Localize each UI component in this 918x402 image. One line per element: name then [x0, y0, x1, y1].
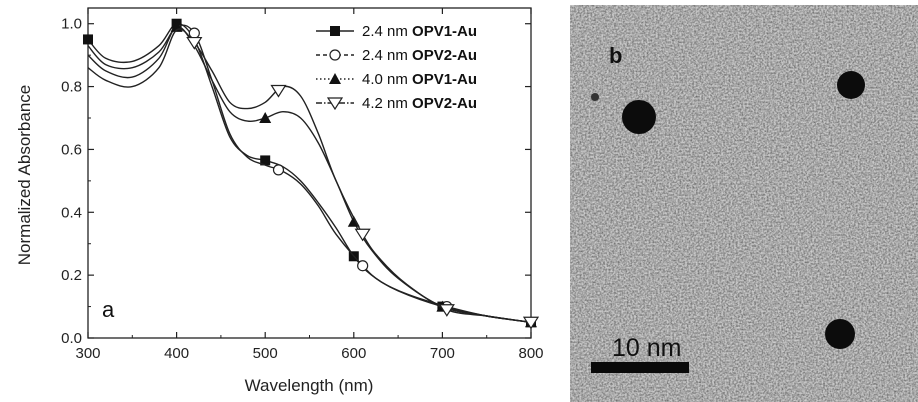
data-point: [186, 36, 203, 50]
y-tick-label: 0.0: [61, 330, 82, 347]
x-tick-label: 600: [341, 345, 366, 362]
chart-ticks: 300 400 500 600 700 800 0.0 0.2 0.4 0.6 0.8 1.0: [61, 8, 544, 362]
legend-label-sample: OPV2-Au: [412, 47, 477, 64]
legend-entry: 2.4 nm OPV1-Au: [316, 23, 477, 40]
data-point: [357, 260, 369, 272]
data-point: [272, 164, 285, 176]
panel-label-b: b: [609, 43, 622, 68]
y-axis-label: Normalized Absorbance: [15, 85, 34, 265]
legend-label-sample: OPV1-Au: [412, 71, 477, 88]
data-point: [188, 27, 200, 39]
legend-marker: [329, 49, 341, 61]
y-tick-label: 0.4: [61, 204, 82, 221]
y-tick-label: 0.8: [61, 79, 82, 96]
legend-label-size: 2.4 nm: [362, 23, 412, 40]
x-tick-label: 700: [430, 345, 455, 362]
nanoparticle: [622, 100, 656, 134]
data-point: [354, 228, 371, 242]
tem-image-panel: b 10 nm: [570, 5, 918, 402]
legend-entry: 2.4 nm OPV2-Au: [316, 47, 477, 64]
data-point: [438, 304, 455, 317]
legend-label: 2.4 nm OPV1-Au: [362, 23, 477, 40]
data-point: [83, 34, 93, 45]
legend-label-sample: OPV1-Au: [412, 23, 477, 40]
data-point: [522, 316, 540, 330]
x-tick-label: 300: [75, 345, 100, 362]
chart-legend: 2.4 nm OPV1-Au2.4 nm OPV2-Au4.0 nm OPV1-…: [316, 23, 477, 112]
legend-label-size: 4.2 nm: [362, 95, 412, 112]
legend-entry: 4.0 nm OPV1-Au: [316, 71, 477, 88]
series-line: [87, 28, 532, 323]
series-line: [87, 22, 532, 323]
series-line: [87, 26, 532, 323]
y-tick-label: 0.6: [61, 141, 82, 158]
x-tick-label: 500: [253, 345, 278, 362]
x-axis-label: Wavelength (nm): [245, 376, 374, 395]
absorbance-chart: 300 400 500 600 700 800 0.0 0.2 0.4 0.6 0.8 1.0 Wav…: [15, 7, 544, 395]
legend-label: 2.4 nm OPV2-Au: [362, 47, 477, 64]
legend-label-size: 2.4 nm: [362, 47, 412, 64]
x-tick-label: 400: [164, 345, 189, 362]
scale-bar-label: 10 nm: [612, 334, 681, 362]
scale-bar: [591, 362, 689, 373]
series-4: [87, 28, 540, 330]
legend-label-sample: OPV2-Au: [412, 95, 477, 112]
series-2: [87, 24, 532, 323]
legend-marker: [326, 97, 344, 111]
legend-marker: [329, 73, 341, 84]
panel-label-a: a: [102, 297, 115, 322]
tem-grain-light: [570, 5, 918, 402]
speck: [591, 93, 599, 101]
legend-label-size: 4.0 nm: [362, 71, 412, 88]
legend-label: 4.2 nm OPV2-Au: [362, 95, 477, 112]
y-tick-label: 1.0: [61, 16, 82, 33]
data-point: [260, 155, 271, 166]
data-point: [259, 112, 272, 123]
y-tick-label: 0.2: [61, 267, 82, 284]
legend-label: 4.0 nm OPV1-Au: [362, 71, 477, 88]
nanoparticle: [837, 71, 865, 99]
legend-marker: [330, 26, 340, 36]
nanoparticle: [825, 319, 855, 349]
data-point: [270, 84, 287, 98]
legend-entry: 4.2 nm OPV2-Au: [316, 95, 477, 112]
x-tick-label: 800: [518, 345, 543, 362]
series-3: [87, 20, 537, 328]
series-1: [83, 18, 536, 328]
chart-series: [83, 18, 540, 330]
series-line: [87, 24, 532, 323]
